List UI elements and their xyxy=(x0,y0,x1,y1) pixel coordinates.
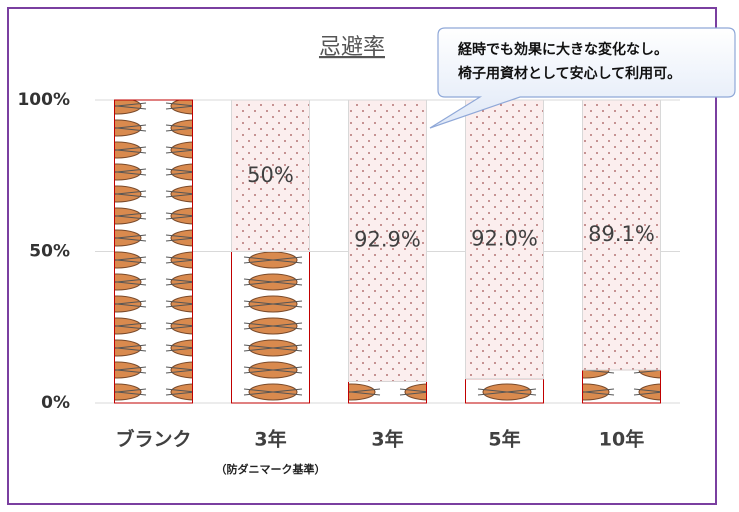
category-note: （防ダニマーク基準） xyxy=(216,462,326,476)
bar-segment xyxy=(231,251,310,404)
bar-segment xyxy=(582,99,661,371)
x-tick-label: 3年 xyxy=(254,428,286,451)
value-label: 89.1% xyxy=(588,222,655,246)
value-label: 92.9% xyxy=(354,228,421,252)
bar-segment xyxy=(582,369,661,404)
x-tick-label: 10年 xyxy=(599,428,644,451)
annotation-line: 椅子用資材として安心して利用可。 xyxy=(458,65,681,82)
value-label: 50% xyxy=(247,163,294,187)
x-tick-label: ブランク xyxy=(115,428,191,451)
y-tick-label: 0% xyxy=(41,393,70,413)
bar-segment xyxy=(465,99,544,380)
callout xyxy=(429,27,736,129)
value-label: 92.0% xyxy=(471,226,538,250)
bar-segment xyxy=(114,99,193,404)
bar-segment xyxy=(231,99,310,252)
bar-segment xyxy=(465,378,544,404)
chart-title: 忌避率 xyxy=(319,35,385,60)
x-tick-label: 3年 xyxy=(371,428,403,451)
plot: 0% 50% 100% 50% 92.9% 92.0% 89.1% ブランク 3年 （防ダニマーク… xyxy=(17,90,680,476)
y-tick-label: 100% xyxy=(17,90,70,110)
annotation-line: 経時でも効果に大きな変化なし。 xyxy=(458,41,668,58)
x-tick-label: 5年 xyxy=(488,428,520,451)
bar-segment xyxy=(348,380,427,404)
y-tick-label: 50% xyxy=(29,242,70,262)
bar-segment xyxy=(348,99,427,382)
